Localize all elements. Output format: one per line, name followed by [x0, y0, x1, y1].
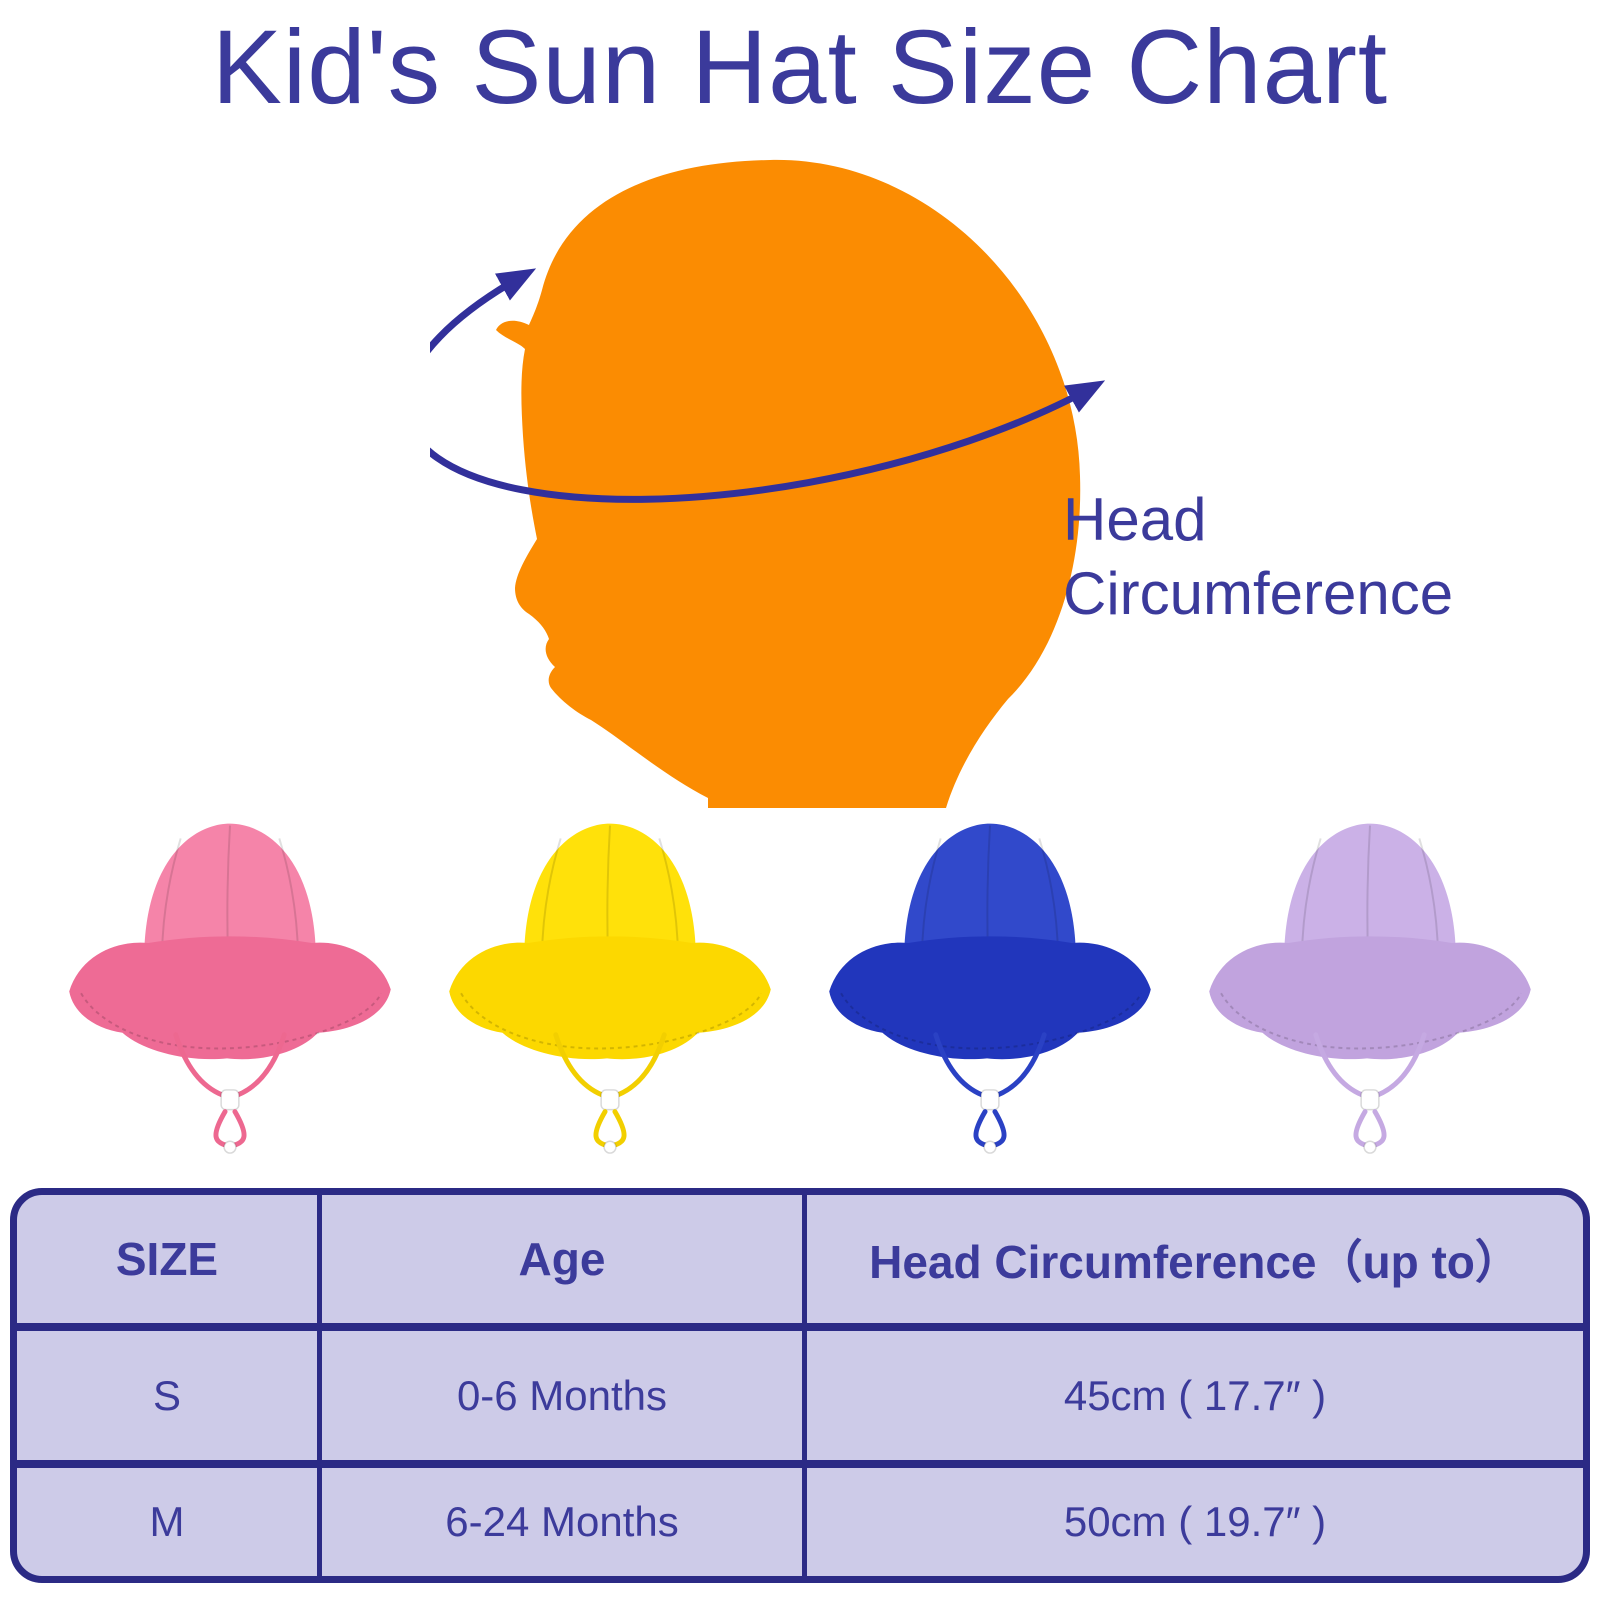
circumference-measuring-arrow-icon — [430, 268, 1106, 503]
hat-strap-bead — [1363, 1140, 1377, 1154]
hat-chin-strap-right — [235, 1032, 287, 1098]
table-cell-size-s: S — [17, 1323, 317, 1460]
sun-hat-blue — [829, 823, 1151, 1154]
hat-brim-stitch-line — [840, 992, 1142, 1050]
hat-strap-toggle — [220, 1089, 240, 1111]
hat-chin-strap-right — [995, 1032, 1047, 1098]
hat-crown-shape — [524, 823, 696, 962]
head-circumference-label: Head Circumference — [1063, 483, 1453, 632]
hat-strap-toggle — [600, 1089, 620, 1111]
hat-strap-toggle — [1360, 1089, 1380, 1111]
hat-strap-bead — [603, 1140, 617, 1154]
hat-strap-toggle — [980, 1089, 1000, 1111]
head-circumference-label-line2: Circumference — [1063, 560, 1454, 628]
head-circumference-label-line1: Head — [1063, 486, 1207, 553]
hat-crown-shape — [1284, 823, 1456, 962]
sun-hat-lavender — [1209, 823, 1531, 1154]
hat-brim-shape — [69, 936, 391, 1060]
hat-brim-shape — [449, 936, 771, 1060]
table-header-circumference: Head Circumference（up to） — [802, 1195, 1583, 1323]
table-cell-size-m: M — [17, 1460, 317, 1576]
hat-chin-strap-left — [553, 1032, 605, 1098]
table-cell-circumference-s: 45cm ( 17.7″ ) — [802, 1323, 1583, 1460]
hat-strap-bead — [983, 1140, 997, 1154]
hat-strap-bead — [223, 1140, 237, 1154]
table-cell-age-s: 0-6 Months — [317, 1323, 802, 1460]
hat-brim-stitch-line — [460, 992, 762, 1050]
table-header-age: Age — [317, 1195, 802, 1323]
hat-crown-shape — [904, 823, 1076, 962]
hat-chin-strap-right — [615, 1032, 667, 1098]
table-cell-age-m: 6-24 Months — [317, 1460, 802, 1576]
sun-hat-yellow — [449, 823, 771, 1154]
table-cell-circumference-m: 50cm ( 19.7″ ) — [802, 1460, 1583, 1576]
hat-chin-strap-left — [173, 1032, 225, 1098]
child-head-silhouette-icon — [430, 159, 1106, 808]
hat-brim-stitch-line — [80, 992, 382, 1050]
hat-brim-stitch-line — [1220, 992, 1522, 1050]
size-chart-table: SIZE Age Head Circumference（up to） S 0-6… — [10, 1188, 1590, 1583]
hat-brim-shape — [1209, 936, 1531, 1060]
table-header-size: SIZE — [115, 1233, 219, 1285]
sun-hat-pink — [69, 823, 391, 1154]
hat-crown-shape — [144, 823, 316, 962]
hat-chin-strap-right — [1375, 1032, 1427, 1098]
hat-chin-strap-left — [1313, 1032, 1365, 1098]
hat-color-row — [0, 798, 1600, 1158]
hat-brim-shape — [829, 936, 1151, 1060]
page-title: Kid's Sun Hat Size Chart — [211, 9, 1389, 126]
hat-chin-strap-left — [933, 1032, 985, 1098]
